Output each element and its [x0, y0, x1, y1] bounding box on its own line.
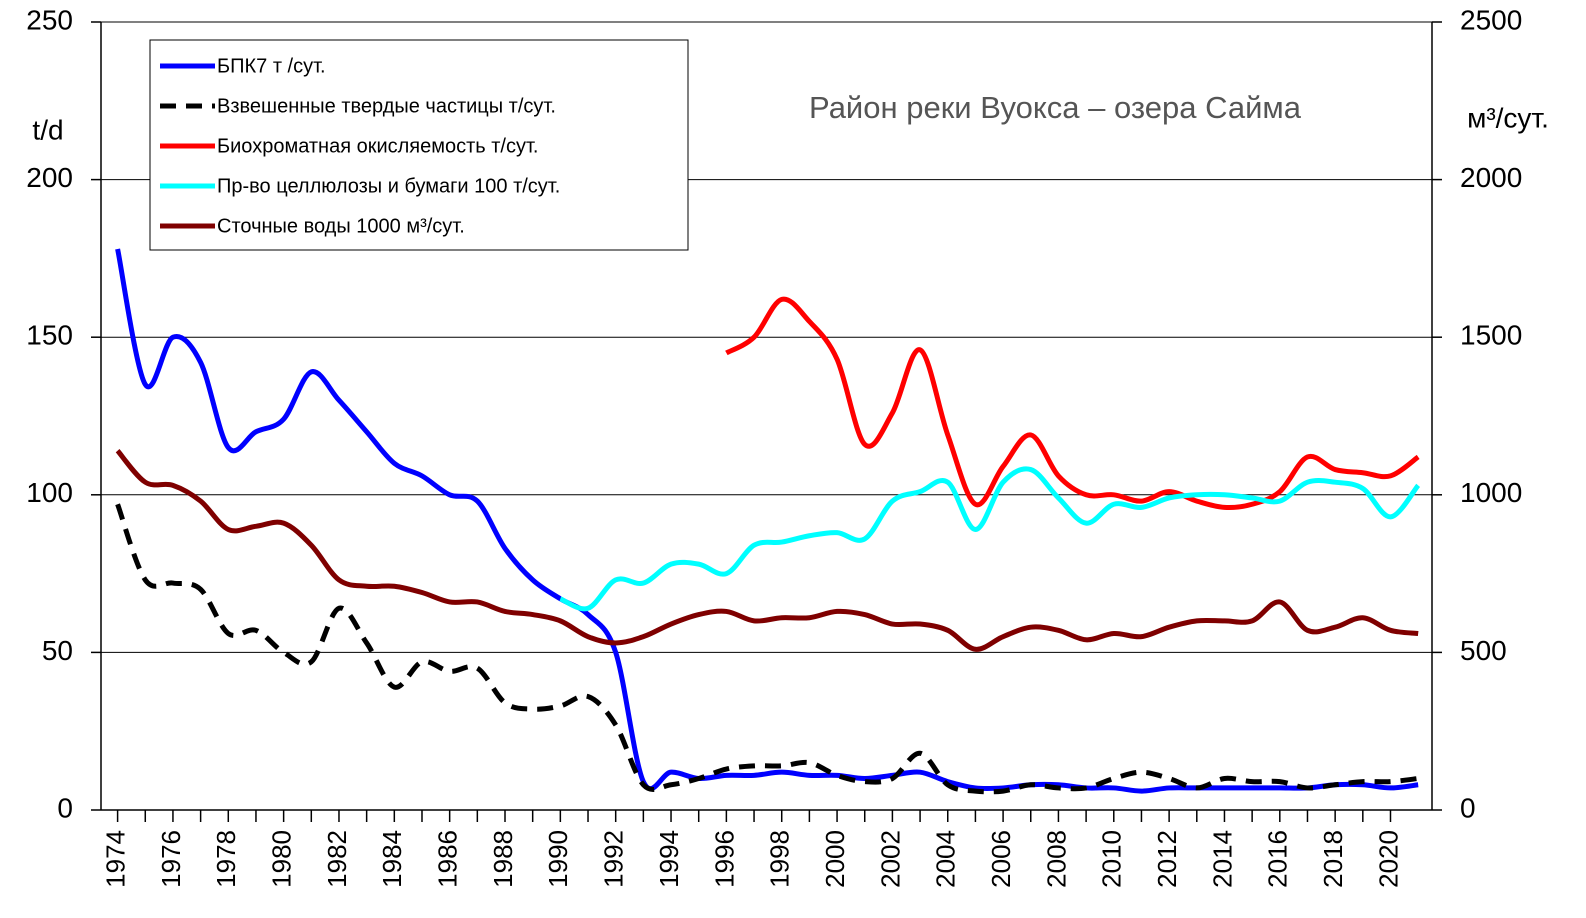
- y2-tick-label: 1000: [1460, 477, 1522, 508]
- y2-tick-label: 0: [1460, 792, 1476, 823]
- x-tick-label: 2010: [1097, 830, 1127, 888]
- y-tick-label: 150: [26, 320, 73, 351]
- x-tick-label: 2016: [1263, 830, 1293, 888]
- y-tick-label: 200: [26, 162, 73, 193]
- y2-axis-label: м³/сут.: [1467, 102, 1549, 133]
- x-tick-label: 1986: [433, 830, 463, 888]
- x-tick-label: 1988: [488, 830, 518, 888]
- x-tick-label: 1990: [543, 830, 573, 888]
- x-tick-label: 2014: [1207, 830, 1237, 888]
- legend-box: [149, 39, 689, 251]
- x-tick-label: 1974: [100, 830, 130, 888]
- y-tick-label: 50: [42, 635, 73, 666]
- series-line: [115, 503, 1419, 795]
- x-tick-label: 1976: [156, 830, 186, 888]
- x-tick-label: 2018: [1318, 830, 1348, 888]
- x-tick-label: 2004: [931, 830, 961, 888]
- series-line: [115, 248, 1419, 794]
- legend-label: Взвешенные твердые частицы т/сут.: [217, 95, 556, 117]
- x-tick-label: 2006: [986, 830, 1016, 888]
- legend: БПК7 т /сут. Взвешенные твердые частицы т…: [149, 39, 689, 251]
- x-tick-label: 2012: [1152, 830, 1182, 888]
- x-tick-label: 1996: [709, 830, 739, 888]
- legend-label: БПК7 т /сут.: [217, 55, 326, 77]
- y2-tick-label: 2500: [1460, 4, 1522, 35]
- legend-label: Биохроматная окисляемость т/сут.: [217, 135, 538, 157]
- y2-tick-label: 1500: [1460, 320, 1522, 351]
- y2-tick-label: 2000: [1460, 162, 1522, 193]
- x-tick-label: 1992: [599, 830, 629, 888]
- y-tick-label: 100: [26, 477, 73, 508]
- series-line: [725, 296, 1420, 511]
- y-tick-label: 250: [26, 4, 73, 35]
- x-tick-label: 1978: [211, 830, 241, 888]
- x-tick-label: 1984: [377, 830, 407, 888]
- x-tick-label: 2002: [875, 830, 905, 888]
- x-tick-label: 2008: [1041, 830, 1071, 888]
- x-tick-label: 1982: [322, 830, 352, 888]
- x-tick-label: 1994: [654, 830, 684, 888]
- x-tick-label: 2020: [1373, 830, 1403, 888]
- chart-title: Район реки Вуокса – озера Сайма: [809, 90, 1302, 125]
- y2-tick-label: 500: [1460, 635, 1507, 666]
- series-line: [115, 449, 1419, 652]
- legend-label: Пр-во целлюлозы и бумаги 100 т/сут.: [217, 175, 560, 197]
- x-tick-label: 1980: [267, 830, 297, 888]
- series-line: [559, 466, 1421, 612]
- x-tick-label: 2000: [820, 830, 850, 888]
- y-axis-label: t/d: [32, 114, 63, 145]
- x-tick-label: 1998: [765, 830, 795, 888]
- y-tick-label: 0: [57, 792, 73, 823]
- legend-label: Сточные воды 1000 м³/сут.: [217, 215, 465, 237]
